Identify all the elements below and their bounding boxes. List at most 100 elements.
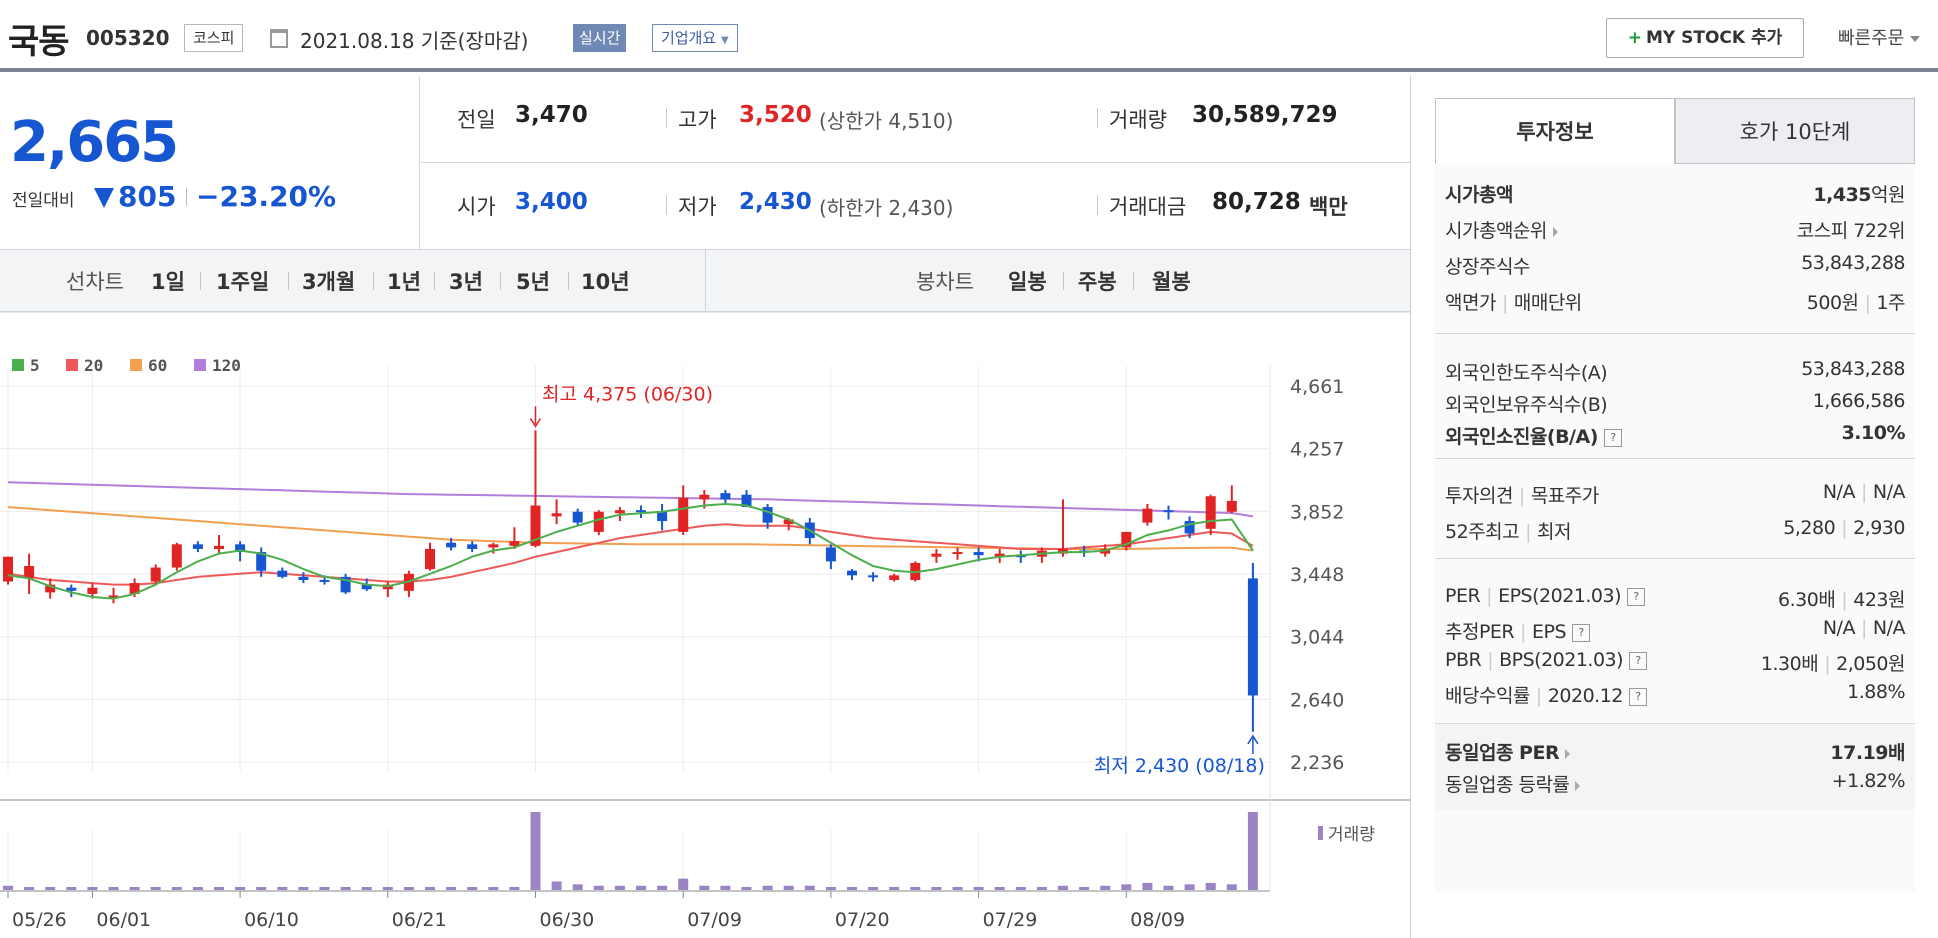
divider xyxy=(373,272,374,290)
row-market-cap-rank[interactable]: 시가총액순위 코스피 722위 xyxy=(1445,212,1906,248)
candle-body xyxy=(45,584,56,593)
divider xyxy=(200,272,201,290)
high-annotation: 최고 4,375 (06/30) xyxy=(542,383,713,405)
volume-bar xyxy=(783,885,794,890)
volume-bar xyxy=(108,887,119,890)
tab-1w[interactable]: 1주일 xyxy=(216,270,270,294)
help-icon[interactable]: ? xyxy=(1572,623,1591,642)
volume-bar xyxy=(699,885,710,890)
candle-body xyxy=(340,576,351,593)
candle-body xyxy=(1205,496,1216,529)
volume-bar xyxy=(720,885,731,890)
candle-body xyxy=(1247,578,1258,696)
52week-value: 5,280 | 2,930 xyxy=(1783,517,1905,539)
price-change: 805 xyxy=(118,180,177,213)
industry-per-value: 17.19배 xyxy=(1830,742,1905,764)
volume-bar xyxy=(340,887,351,890)
industry-change-value: +1.82% xyxy=(1831,770,1906,792)
market-cap-label: 시가총액 xyxy=(1445,184,1513,206)
tab-3y[interactable]: 3년 xyxy=(449,270,483,294)
volume-bar xyxy=(1100,885,1111,890)
candle-body xyxy=(762,507,773,523)
tab-order-book[interactable]: 호가 10단계 xyxy=(1675,98,1915,164)
candle-body xyxy=(488,544,499,548)
listed-shares-label: 상장주식수 xyxy=(1445,256,1530,278)
add-my-stock-button[interactable]: + MY STOCK 추가 xyxy=(1606,18,1804,58)
industry-per-label[interactable]: 동일업종 PER xyxy=(1445,738,1571,765)
candle-body xyxy=(889,575,900,580)
volume-bar xyxy=(1247,812,1258,890)
tab-monthly[interactable]: 월봉 xyxy=(1152,270,1191,294)
tab-1d[interactable]: 1일 xyxy=(151,270,185,294)
open-label: 시가 xyxy=(457,195,496,219)
tab-daily[interactable]: 일봉 xyxy=(1008,270,1047,294)
candle-body xyxy=(1163,510,1174,513)
volume-legend-swatch xyxy=(1318,826,1323,840)
row-industry-per[interactable]: 동일업종 PER 17.19배 xyxy=(1445,734,1905,770)
par-value-label: 액면가 | 매매단위 xyxy=(1445,292,1582,314)
candle-body xyxy=(467,544,478,549)
y-tick-label: 3,044 xyxy=(1290,627,1344,649)
candle-body xyxy=(1226,500,1237,512)
foreign-hold-label: 외국인보유주식수(B) xyxy=(1445,394,1608,416)
realtime-button[interactable]: 실시간 xyxy=(573,24,627,52)
volume-bar xyxy=(1121,884,1132,890)
x-tick-label: 07/29 xyxy=(983,909,1038,931)
prev-close-value: 3,470 xyxy=(515,102,588,128)
row-foreign-limit: 외국인한도주식수(A) 53,843,288 xyxy=(1445,354,1905,390)
divider xyxy=(705,250,706,312)
volume-bar xyxy=(994,887,1005,890)
company-overview-dropdown[interactable]: 기업개요 ▼ xyxy=(652,24,738,52)
price-chart[interactable]: 4,661 4,257 3,852 3,448 3,044 2,640 2,236 05/26… xyxy=(0,312,1410,938)
quick-order-button[interactable]: 빠른주문 xyxy=(1838,24,1920,50)
divider xyxy=(288,272,289,290)
volume-bar xyxy=(509,887,520,890)
price-summary: 2,665 전일대비 805 −23.20% 전일 3,470 고가 3,520… xyxy=(0,76,1410,250)
tab-weekly[interactable]: 주봉 xyxy=(1078,270,1117,294)
volume-bar xyxy=(277,887,288,890)
divider xyxy=(568,272,569,290)
help-icon[interactable]: ? xyxy=(1603,428,1622,447)
plus-icon: + xyxy=(1627,28,1642,48)
amount-unit: 백만 xyxy=(1309,195,1348,219)
row-industry-change[interactable]: 동일업종 등락률 +1.82% xyxy=(1445,766,1906,802)
industry-change-label[interactable]: 동일업종 등락률 xyxy=(1445,770,1581,797)
down-triangle-icon xyxy=(94,188,114,208)
tab-1y[interactable]: 1년 xyxy=(387,270,421,294)
tab-5y[interactable]: 5년 xyxy=(516,270,550,294)
y-tick-label: 2,236 xyxy=(1290,752,1344,774)
foreign-ratio-label: 외국인소진율(B/A)? xyxy=(1445,422,1622,449)
candle-body xyxy=(931,553,942,557)
tab-3m[interactable]: 3개월 xyxy=(302,270,356,294)
candle-body xyxy=(129,583,140,594)
pbr-value: 1.30배 | 2,050원 xyxy=(1760,653,1906,675)
candle-body xyxy=(825,547,836,562)
panel-body: 시가총액 1,435억원 시가총액순위 코스피 722위 상장주식수 53,84… xyxy=(1435,164,1915,892)
tab-investment-info[interactable]: 투자정보 xyxy=(1435,98,1675,164)
help-icon[interactable]: ? xyxy=(1629,651,1648,670)
candle-body xyxy=(973,552,984,556)
price-change-percent: −23.20% xyxy=(196,180,337,213)
legend-swatch xyxy=(130,359,142,371)
candlestick-chart[interactable]: 4,661 4,257 3,852 3,448 3,044 2,640 2,236 05/26… xyxy=(0,312,1410,938)
chart-period-tabs: 선차트 1일 1주일 3개월 1년 3년 5년 10년 봉차트 일봉 주봉 월봉 xyxy=(0,250,1410,312)
x-tick-label: 06/01 xyxy=(96,909,151,931)
candle-body xyxy=(847,570,857,576)
market-cap-rank-value: 코스피 722위 xyxy=(1796,220,1906,242)
volume-bar xyxy=(3,885,13,890)
row-dividend: 배당수익률 | 2020.12? 1.88% xyxy=(1445,677,1905,713)
help-icon[interactable]: ? xyxy=(1628,687,1647,706)
caret-right-icon xyxy=(1552,226,1558,237)
section-industry: 동일업종 PER 17.19배 동일업종 등락률 +1.82% xyxy=(1435,724,1915,810)
tab-10y[interactable]: 10년 xyxy=(581,270,630,294)
current-price-box: 2,665 전일대비 805 −23.20% xyxy=(0,76,420,250)
legend-label: 5 xyxy=(30,356,40,375)
help-icon[interactable]: ? xyxy=(1627,587,1645,606)
candle-body xyxy=(551,513,562,517)
volume-bar xyxy=(593,885,604,890)
volume-bar xyxy=(403,887,414,890)
high-label: 고가 xyxy=(678,108,717,132)
volume-bar xyxy=(45,887,56,890)
market-cap-rank-label[interactable]: 시가총액순위 xyxy=(1445,216,1558,243)
volume-value: 30,589,729 xyxy=(1192,102,1338,128)
